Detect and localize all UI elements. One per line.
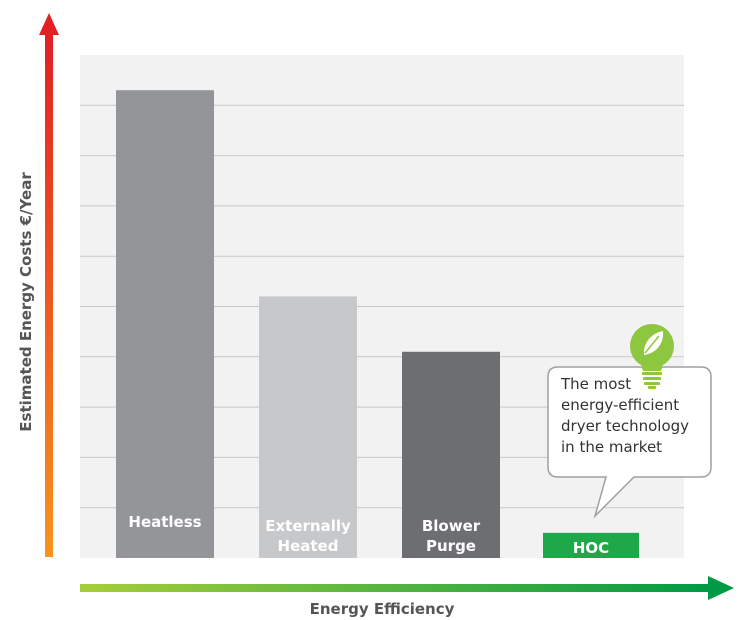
lightbulb-leaf-icon (630, 324, 674, 389)
bar-label: Heated (278, 537, 339, 555)
y-axis-title: Estimated Energy Costs €/Year (17, 172, 35, 432)
bar-label: Heatless (128, 513, 201, 531)
bar-label: Purge (426, 537, 476, 555)
bars: Heatless Externally Heated Blower Purge HOC (116, 90, 639, 559)
x-axis-arrow (80, 576, 734, 600)
callout-bubble (547, 366, 712, 519)
y-axis-arrow (39, 13, 59, 557)
bar-blower-purge (402, 351, 500, 558)
bar-label: Blower (422, 517, 481, 535)
bar-hoc (543, 532, 639, 558)
bar-externally-heated (259, 296, 357, 558)
bar-heatless (116, 90, 214, 559)
x-axis-title: Energy Efficiency (310, 600, 455, 618)
bar-label: Externally (265, 517, 351, 535)
bar-label: HOC (573, 539, 609, 557)
